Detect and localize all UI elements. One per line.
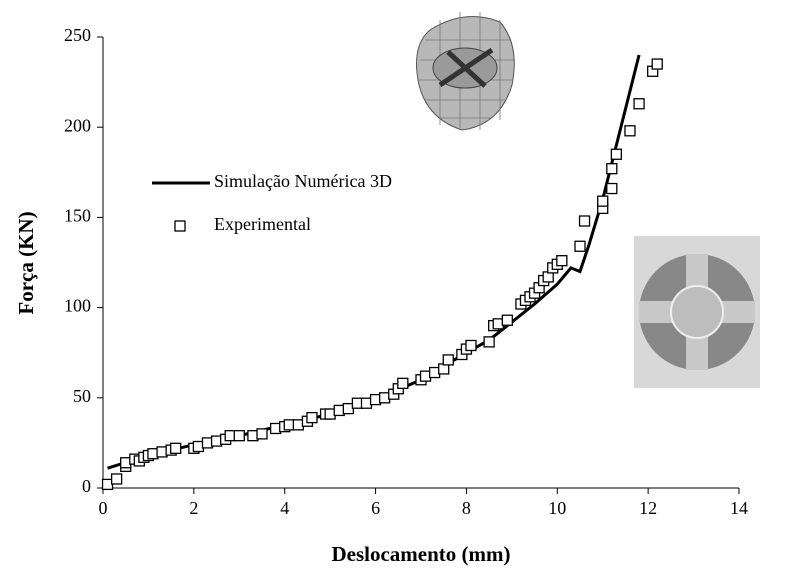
x-tick-label: 8 <box>462 498 471 518</box>
experimental-point <box>484 337 494 347</box>
y-tick-label: 150 <box>64 206 91 226</box>
experimental-point <box>443 355 453 365</box>
experimental-point <box>557 256 567 266</box>
experimental-point <box>652 59 662 69</box>
experimental-point <box>307 413 317 423</box>
experimental-point <box>607 184 617 194</box>
x-tick-label: 0 <box>99 498 108 518</box>
mesh-illustration <box>417 12 515 130</box>
experimental-point <box>611 149 621 159</box>
x-tick-label: 14 <box>730 498 748 518</box>
legend-label: Experimental <box>214 214 311 234</box>
x-tick-label: 2 <box>189 498 198 518</box>
experimental-point <box>580 216 590 226</box>
y-tick-label: 200 <box>64 115 91 135</box>
experimental-point <box>112 474 122 484</box>
experimental-point <box>466 340 476 350</box>
x-tick-label: 4 <box>280 498 289 518</box>
photo-illustration <box>634 236 760 388</box>
y-tick-label: 100 <box>64 296 91 316</box>
experimental-point <box>234 431 244 441</box>
experimental-point <box>607 164 617 174</box>
experimental-point <box>257 429 267 439</box>
experimental-point <box>634 99 644 109</box>
y-axis-title: Força (KN) <box>14 211 38 314</box>
y-tick-label: 50 <box>73 386 91 406</box>
experimental-point <box>575 241 585 251</box>
experimental-point <box>502 315 512 325</box>
experimental-point <box>625 126 635 136</box>
x-tick-label: 10 <box>548 498 566 518</box>
experimental-point <box>398 378 408 388</box>
y-tick-label: 250 <box>64 25 91 45</box>
experimental-point <box>598 196 608 206</box>
legend-label: Simulação Numérica 3D <box>214 171 392 191</box>
experimental-point <box>171 443 181 453</box>
x-tick-label: 6 <box>371 498 380 518</box>
x-tick-label: 12 <box>639 498 657 518</box>
chart: Deslocamento (mm) Força (KN) 0 2 4 6 8 10 12 14… <box>0 0 789 570</box>
y-tick-label: 0 <box>82 476 91 496</box>
x-axis-title: Deslocamento (mm) <box>331 542 510 566</box>
legend-marker <box>175 221 185 231</box>
